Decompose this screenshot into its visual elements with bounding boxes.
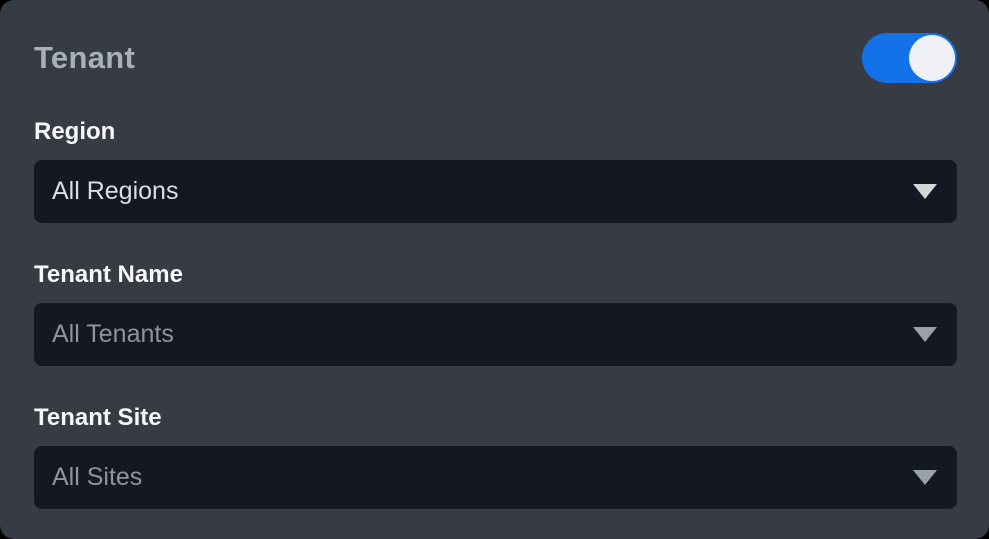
tenant-name-label: Tenant Name xyxy=(34,261,183,288)
page-title: Tenant xyxy=(34,40,136,75)
region-select[interactable]: All Regions xyxy=(34,160,957,223)
tenant-site-label: Tenant Site xyxy=(34,404,162,431)
field-tenant-site: Tenant Site All Sites xyxy=(34,404,957,509)
region-label: Region xyxy=(34,118,116,145)
caret-down-icon xyxy=(913,470,937,485)
caret-down-icon xyxy=(913,327,937,342)
field-region: Region All Regions xyxy=(34,118,957,223)
tenant-toggle[interactable] xyxy=(862,33,957,83)
tenant-site-select[interactable]: All Sites xyxy=(34,446,957,509)
panel-header: Tenant xyxy=(34,33,957,83)
toggle-knob-icon xyxy=(909,35,955,81)
tenant-name-select-value: All Tenants xyxy=(52,320,174,348)
caret-down-icon xyxy=(913,184,937,199)
field-tenant-name: Tenant Name All Tenants xyxy=(34,261,957,366)
tenant-name-select[interactable]: All Tenants xyxy=(34,303,957,366)
tenant-site-select-value: All Sites xyxy=(52,463,143,491)
region-select-value: All Regions xyxy=(52,177,179,205)
